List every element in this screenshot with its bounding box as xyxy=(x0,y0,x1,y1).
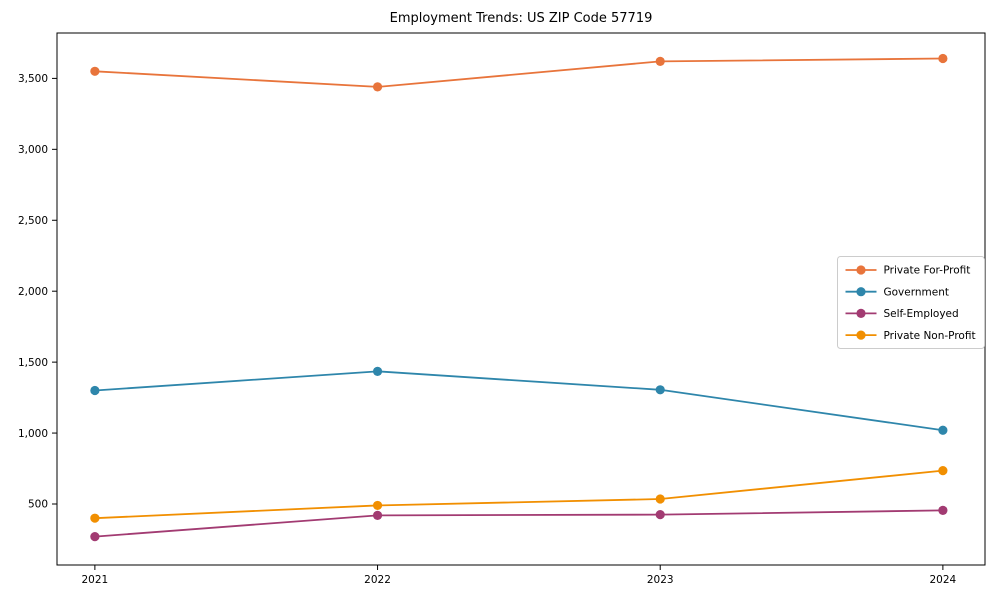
legend-label: Self-Employed xyxy=(884,308,959,320)
y-tick-label: 500 xyxy=(28,499,48,511)
legend-label: Government xyxy=(884,286,949,298)
y-tick-label: 3,500 xyxy=(18,73,48,85)
data-point-marker xyxy=(372,366,383,376)
data-point-marker xyxy=(655,385,665,395)
data-point-marker xyxy=(655,56,665,66)
data-point-marker xyxy=(90,513,100,523)
legend-box xyxy=(837,256,985,349)
data-point-marker xyxy=(655,494,665,504)
y-axis: 500 1,000 1,500 2,000 2,500 3,000 3,500 xyxy=(18,73,57,511)
x-axis: 2021 2022 2023 2024 xyxy=(82,565,957,586)
series-line xyxy=(93,370,944,432)
legend-item: Private For-Profit xyxy=(845,265,971,277)
legend: Private For-Profit Government Self-Employe… xyxy=(837,256,985,349)
y-tick-label: 1,500 xyxy=(18,357,48,369)
legend-label: Private For-Profit xyxy=(884,265,971,277)
y-tick-label: 2,000 xyxy=(18,286,48,298)
y-tick-label: 1,000 xyxy=(18,428,48,440)
legend-item: Private Non-Profit xyxy=(845,330,976,342)
legend-label: Private Non-Profit xyxy=(884,330,976,342)
data-point-marker xyxy=(90,385,100,396)
data-point-marker xyxy=(90,532,100,542)
y-tick-label: 2,500 xyxy=(18,215,48,227)
legend-marker-sample xyxy=(856,265,866,275)
x-tick-label: 2021 xyxy=(82,574,109,586)
legend-item: Self-Employed xyxy=(845,308,959,320)
data-point-marker xyxy=(655,510,665,520)
legend-marker-sample xyxy=(856,308,866,318)
series-private-for-profit xyxy=(90,53,948,92)
data-point-marker xyxy=(938,466,948,476)
data-point-marker xyxy=(938,425,948,435)
series-private-non-profit xyxy=(90,466,948,523)
x-tick-label: 2024 xyxy=(930,574,957,586)
data-point-marker xyxy=(372,500,383,511)
x-tick-label: 2023 xyxy=(647,574,674,586)
series-line xyxy=(93,57,944,88)
x-tick-label: 2022 xyxy=(364,574,391,586)
legend-marker-sample xyxy=(856,330,866,340)
data-point-marker xyxy=(372,510,383,520)
legend-marker-sample xyxy=(856,287,866,297)
series-self-employed xyxy=(90,505,948,542)
data-point-marker xyxy=(372,82,383,92)
data-point-marker xyxy=(938,505,948,515)
legend-item: Government xyxy=(845,286,949,298)
series-line xyxy=(93,509,944,538)
data-point-marker xyxy=(90,66,100,76)
series-line xyxy=(93,469,944,520)
data-point-marker xyxy=(938,53,948,64)
series-government xyxy=(90,366,948,435)
chart-title: Employment Trends: US ZIP Code 57719 xyxy=(390,11,653,26)
y-tick-label: 3,000 xyxy=(18,144,48,156)
